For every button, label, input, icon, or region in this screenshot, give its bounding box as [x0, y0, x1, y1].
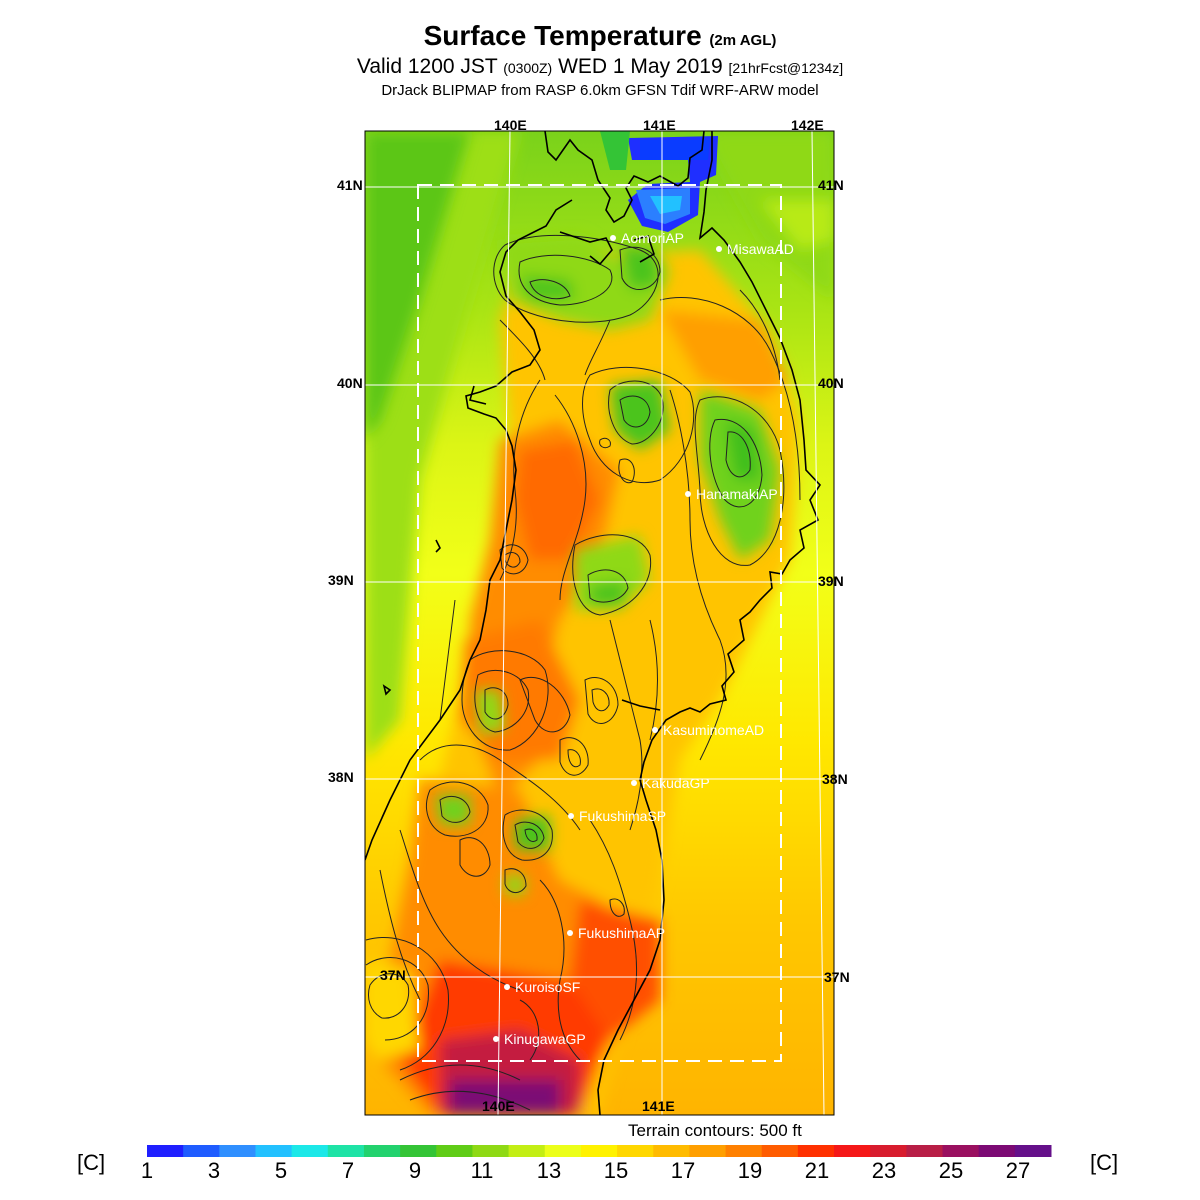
colorbar-tick-label: 25	[939, 1158, 963, 1183]
colorbar-bin	[544, 1145, 582, 1157]
colorbar-bin	[580, 1145, 618, 1157]
colorbar-tick-label: 19	[738, 1158, 762, 1183]
station-label: FukushimaAP	[578, 925, 665, 941]
station-marker	[685, 491, 691, 497]
valid-time: Valid 1200 JST (0300Z) WED 1 May 2019 [2…	[0, 55, 1200, 79]
coastline	[365, 131, 822, 1115]
lon-label-top: 141E	[643, 117, 676, 133]
domain-boundary	[417, 184, 782, 1062]
station-label: MisawaAD	[727, 241, 794, 257]
terrain-note: Terrain contours: 500 ft	[628, 1121, 802, 1140]
colorbar-tick-label: 17	[671, 1158, 695, 1183]
colorbar-bin	[363, 1145, 401, 1157]
lat-label-right: 38N	[822, 771, 848, 787]
colorbar-tick-label: 9	[409, 1158, 421, 1183]
colorbar-unit-right: [C]	[1090, 1150, 1119, 1175]
terrain-contours	[365, 234, 801, 1111]
lat-label-right: 39N	[818, 573, 844, 589]
lat-label-left: 38N	[328, 769, 354, 785]
lat-label-left: 40N	[337, 375, 363, 391]
colorbar-tick-label: 7	[342, 1158, 354, 1183]
colorbar-bin	[689, 1145, 727, 1157]
colorbar-bin	[797, 1145, 835, 1157]
colorbar-tick-label: 3	[208, 1158, 220, 1183]
lat-label-right: 41N	[818, 177, 844, 193]
colorbar-tick-label: 13	[537, 1158, 561, 1183]
title-suffix: (2m AGL)	[709, 32, 777, 49]
lat-label-left: 37N	[380, 967, 406, 983]
colorbar-bin	[725, 1145, 763, 1157]
chart-title: Surface Temperature (2m AGL)	[0, 20, 1200, 52]
colorbar-bin	[978, 1145, 1016, 1157]
station-marker	[631, 780, 637, 786]
colorbar-bin	[906, 1145, 944, 1157]
colorbar-bin	[834, 1145, 871, 1157]
colorbar-bin	[291, 1145, 329, 1157]
station-label: KuroisoSF	[515, 979, 580, 995]
station-label: KasuminomeAD	[663, 722, 764, 738]
colorbar-tick-label: 11	[471, 1158, 494, 1183]
colorbar-bin	[653, 1145, 690, 1157]
station-marker	[493, 1036, 499, 1042]
lat-label-left: 41N	[337, 177, 363, 193]
colorbar-bin	[183, 1145, 220, 1157]
map-frame	[364, 130, 835, 1116]
colorbar-tick-label: 1	[141, 1158, 153, 1183]
valid-prefix: Valid 1200 JST	[356, 55, 498, 78]
colorbar-bin	[761, 1145, 799, 1157]
station-label: AomoriAP	[621, 230, 684, 246]
lat-label-left: 39N	[328, 572, 354, 588]
colorbar-bin	[327, 1145, 365, 1157]
colorbar-bin	[870, 1145, 907, 1157]
colorbar-bin	[436, 1145, 473, 1157]
title-main: Surface Temperature	[423, 20, 702, 51]
lon-label-bottom: 141E	[642, 1098, 675, 1114]
station-label: FukushimaSP	[579, 808, 666, 824]
lat-label-right: 40N	[818, 375, 844, 391]
colorbar-bin	[147, 1145, 184, 1157]
colorbar-tick-label: 15	[604, 1158, 628, 1183]
colorbar-tick-label: 21	[805, 1158, 829, 1183]
station-label: KinugawaGP	[504, 1031, 586, 1047]
station-marker	[610, 235, 616, 241]
station-marker	[652, 727, 658, 733]
colorbar-unit-left: [C]	[77, 1150, 106, 1175]
colorbar-tick-label: 27	[1006, 1158, 1030, 1183]
lat-label-right: 37N	[824, 969, 850, 985]
colorbar-tick-label: 5	[275, 1158, 287, 1183]
forecast-info: [21hrFcst@1234z]	[728, 60, 844, 76]
colorbar-tick-label: 23	[872, 1158, 896, 1183]
lon-label-top: 140E	[494, 117, 527, 133]
lon-label-bottom: 140E	[482, 1098, 515, 1114]
station-label: HanamakiAP	[696, 486, 778, 502]
colorbar-bin	[219, 1145, 256, 1157]
lon-label-top: 142E	[791, 117, 824, 133]
colorbar-bin	[508, 1145, 546, 1157]
colorbar-bin	[1014, 1145, 1052, 1157]
station-marker	[568, 813, 574, 819]
valid-utc: (0300Z)	[503, 60, 553, 76]
station-label: KakudaGP	[642, 775, 710, 791]
colorbar-bin	[942, 1145, 980, 1157]
colorbar-bin	[400, 1145, 437, 1157]
colorbar-bin	[617, 1145, 654, 1157]
station-markers: AomoriAP MisawaAD HanamakiAP KasuminomeAD Ka…	[493, 230, 794, 1047]
station-marker	[504, 984, 510, 990]
temperature-map: AomoriAP MisawaAD HanamakiAP KasuminomeAD Ka…	[364, 130, 835, 1116]
colorbar-bin	[255, 1145, 293, 1157]
map-field: AomoriAP MisawaAD HanamakiAP KasuminomeAD Ka…	[365, 131, 834, 1115]
lat-lon-grid	[365, 131, 834, 1115]
station-marker	[716, 246, 722, 252]
model-info: DrJack BLIPMAP from RASP 6.0km GFSN Tdif…	[381, 82, 819, 99]
valid-date: WED 1 May 2019	[558, 55, 723, 78]
colorbar-bin	[472, 1145, 510, 1157]
station-marker	[567, 930, 573, 936]
